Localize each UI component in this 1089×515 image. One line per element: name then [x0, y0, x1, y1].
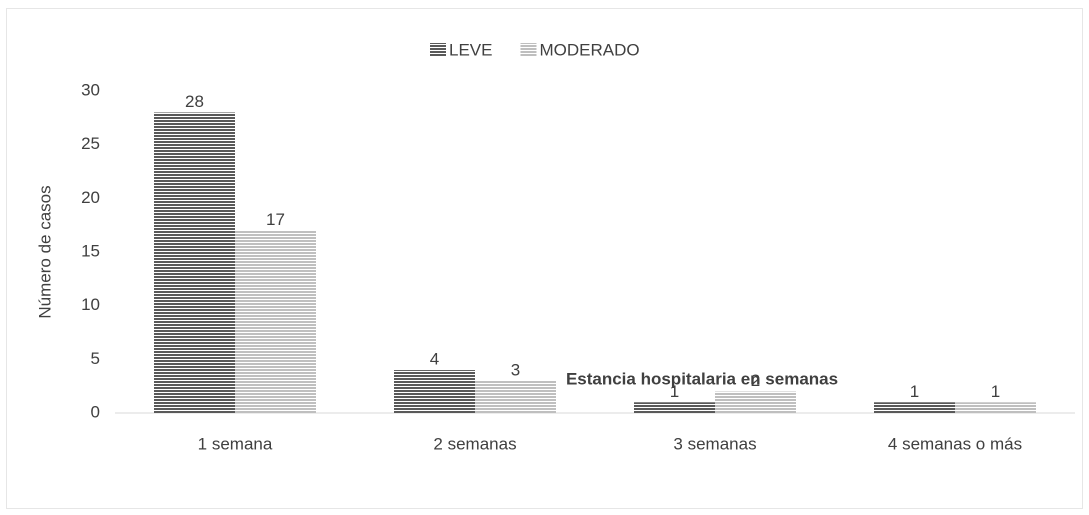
y-tick-label: 15 [81, 241, 100, 260]
legend-swatch [520, 43, 537, 57]
x-tick-label: 1 semana [198, 434, 273, 453]
value-label: 1 [670, 382, 679, 401]
y-tick-label: 10 [81, 295, 100, 314]
y-tick-label: 25 [81, 134, 100, 153]
x-tick-label: 2 semanas [433, 434, 516, 453]
bar [715, 391, 796, 413]
y-tick-label: 20 [81, 188, 100, 207]
value-label: 1 [991, 382, 1000, 401]
value-label: 4 [430, 350, 439, 369]
legend-label: LEVE [449, 40, 492, 59]
x-tick-label: 4 semanas o más [888, 434, 1022, 453]
bar [475, 380, 556, 413]
value-label: 2 [751, 371, 760, 390]
bar [235, 230, 316, 413]
legend-swatch [430, 43, 446, 57]
y-tick-label: 30 [81, 80, 100, 99]
chart-border [6, 8, 1083, 509]
x-tick-label: 3 semanas [673, 434, 756, 453]
bar [154, 112, 235, 413]
value-label: 1 [910, 382, 919, 401]
value-label: 17 [266, 210, 285, 229]
bar [874, 402, 955, 413]
value-label: 3 [511, 360, 520, 379]
y-axis-title: Número de casos [35, 185, 54, 318]
x-axis-title: Estancia hospitalaria en semanas [566, 369, 838, 388]
y-tick-label: 0 [91, 402, 100, 421]
bar [634, 402, 715, 413]
bar [394, 370, 475, 413]
y-tick-label: 5 [91, 349, 100, 368]
bar [955, 402, 1036, 413]
legend-label: MODERADO [539, 40, 639, 59]
value-label: 28 [185, 92, 204, 111]
